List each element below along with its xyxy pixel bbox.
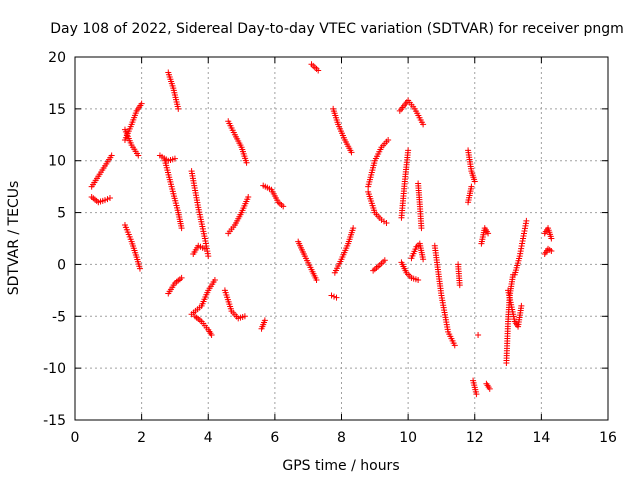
data-point — [201, 245, 208, 252]
data-point — [486, 385, 493, 392]
y-tick-label: -5 — [52, 309, 66, 325]
data-point — [350, 225, 357, 232]
data-point — [208, 331, 215, 338]
data-point — [178, 225, 185, 232]
data-point — [241, 313, 248, 320]
data-point — [420, 121, 427, 128]
data-point — [548, 247, 555, 254]
data-point — [523, 217, 530, 224]
data-point — [348, 149, 355, 156]
data-point — [405, 147, 412, 154]
grid — [75, 57, 608, 420]
data-point — [243, 159, 250, 166]
data-point — [385, 136, 392, 143]
y-tick-label: -15 — [43, 413, 66, 429]
data-point — [451, 342, 458, 349]
x-tick-label: 6 — [270, 430, 279, 446]
y-axis-ticks: -15 -10 -5 0 5 10 15 20 — [43, 50, 608, 429]
data-point — [485, 230, 492, 237]
data-point — [175, 105, 182, 112]
data-point — [245, 194, 252, 201]
y-tick-label: 5 — [57, 206, 66, 222]
y-tick-label: 10 — [48, 154, 66, 170]
x-tick-label: 2 — [137, 430, 146, 446]
data-point — [473, 391, 480, 398]
y-tick-label: -10 — [43, 361, 66, 377]
x-tick-label: 14 — [532, 430, 550, 446]
data-point — [383, 219, 390, 226]
data-point — [178, 274, 185, 281]
data-point — [138, 100, 145, 107]
y-tick-label: 20 — [48, 50, 66, 66]
y-tick-label: 0 — [57, 257, 66, 273]
data-point — [456, 282, 463, 289]
data-point — [315, 67, 322, 74]
data-point — [106, 195, 113, 202]
data-point — [418, 225, 425, 232]
plot-frame — [74, 56, 609, 421]
x-tick-label: 16 — [599, 430, 617, 446]
x-axis-ticks: 0 2 4 6 8 10 12 14 16 — [71, 57, 617, 446]
data-point — [548, 235, 555, 242]
data-point — [136, 265, 143, 272]
data-point — [420, 256, 427, 263]
data-point — [261, 317, 268, 324]
chart-title: Day 108 of 2022, Sidereal Day-to-day VTE… — [50, 21, 624, 37]
data-point — [135, 152, 142, 159]
y-axis-label: SDTVAR / TECUs — [6, 181, 22, 296]
x-tick-label: 0 — [71, 430, 80, 446]
x-tick-label: 4 — [204, 430, 213, 446]
x-tick-label: 12 — [466, 430, 484, 446]
data-point — [211, 276, 218, 283]
data-point — [171, 155, 178, 162]
x-tick-label: 8 — [337, 430, 346, 446]
data-points — [88, 61, 555, 398]
x-axis-label: GPS time / hours — [282, 458, 399, 474]
data-point — [280, 203, 287, 210]
data-point — [468, 183, 475, 190]
data-point — [415, 276, 422, 283]
data-point — [471, 178, 478, 185]
data-point — [205, 253, 212, 260]
data-point — [313, 276, 320, 283]
y-tick-label: 15 — [48, 102, 66, 118]
x-tick-label: 10 — [399, 430, 417, 446]
data-point — [108, 152, 115, 159]
data-point — [381, 257, 388, 264]
data-point — [518, 302, 525, 309]
data-point — [475, 331, 482, 338]
data-point — [333, 294, 340, 301]
